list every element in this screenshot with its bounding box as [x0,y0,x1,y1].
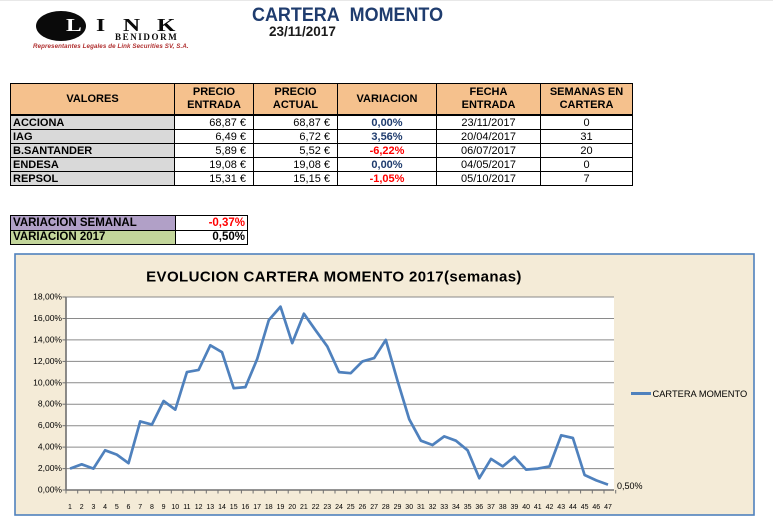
svg-text:34: 34 [452,504,460,511]
svg-text:45: 45 [581,504,589,511]
svg-text:16,00%: 16,00% [33,313,62,323]
svg-text:8: 8 [150,504,154,511]
svg-text:0,00%: 0,00% [38,485,63,495]
svg-text:1: 1 [68,504,72,511]
svg-text:12,00%: 12,00% [33,356,62,366]
svg-text:44: 44 [569,504,577,511]
svg-text:27: 27 [370,504,378,511]
svg-text:22: 22 [312,504,320,511]
svg-text:21: 21 [300,504,308,511]
svg-text:46: 46 [592,504,600,511]
svg-text:11: 11 [183,504,190,511]
svg-text:35: 35 [464,504,472,511]
svg-text:10,00%: 10,00% [33,377,62,387]
svg-text:37: 37 [487,504,495,511]
svg-text:4,00%: 4,00% [38,442,63,452]
svg-text:30: 30 [405,504,413,511]
svg-text:10: 10 [171,504,179,511]
svg-text:4: 4 [103,504,107,511]
svg-text:13: 13 [206,504,214,511]
svg-text:38: 38 [499,504,507,511]
svg-text:20: 20 [288,504,296,511]
svg-text:14,00%: 14,00% [33,334,62,344]
svg-text:6,00%: 6,00% [38,420,63,430]
svg-text:16: 16 [242,504,250,511]
svg-text:5: 5 [115,504,119,511]
svg-text:8,00%: 8,00% [38,399,63,409]
svg-text:36: 36 [475,504,483,511]
svg-text:17: 17 [253,504,261,511]
svg-text:EVOLUCION CARTERA MOMENTO 2017: EVOLUCION CARTERA MOMENTO 2017(semanas) [146,269,522,286]
svg-text:40: 40 [522,504,530,511]
svg-text:33: 33 [440,504,448,511]
svg-text:19: 19 [277,504,285,511]
svg-text:2: 2 [80,504,84,511]
svg-text:47: 47 [604,504,612,511]
svg-text:29: 29 [394,504,402,511]
svg-text:3: 3 [91,504,95,511]
svg-text:25: 25 [347,504,355,511]
svg-text:CARTERA MOMENTO: CARTERA MOMENTO [653,389,748,399]
svg-text:43: 43 [557,504,565,511]
svg-text:42: 42 [546,504,554,511]
svg-text:14: 14 [218,504,226,511]
svg-text:23: 23 [323,504,331,511]
svg-text:15: 15 [230,504,238,511]
svg-text:39: 39 [511,504,519,511]
svg-text:28: 28 [382,504,390,511]
svg-text:18: 18 [265,504,273,511]
svg-text:12: 12 [195,504,203,511]
svg-text:24: 24 [335,504,343,511]
svg-text:32: 32 [429,504,437,511]
svg-text:2,00%: 2,00% [38,463,63,473]
svg-text:41: 41 [534,504,542,511]
svg-text:0,50%: 0,50% [617,481,643,491]
svg-text:18,00%: 18,00% [33,292,62,302]
svg-text:6: 6 [127,504,131,511]
svg-text:31: 31 [417,504,425,511]
svg-text:26: 26 [359,504,367,511]
svg-text:9: 9 [162,504,166,511]
svg-text:7: 7 [138,504,142,511]
